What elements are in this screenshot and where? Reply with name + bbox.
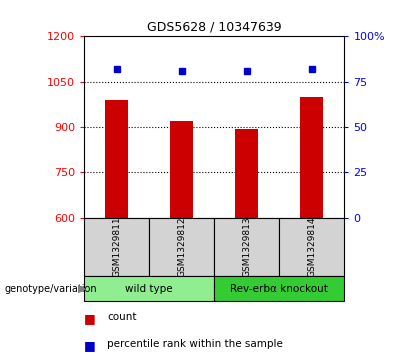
- Bar: [300, 97, 323, 218]
- Text: ▶: ▶: [78, 284, 86, 294]
- Text: GSM1329811: GSM1329811: [112, 216, 121, 277]
- Text: GSM1329813: GSM1329813: [242, 216, 251, 277]
- Bar: [84, 218, 149, 276]
- Bar: [84, 276, 214, 301]
- Bar: [170, 121, 193, 218]
- Bar: [214, 218, 279, 276]
- Bar: [214, 276, 344, 301]
- Bar: [149, 218, 214, 276]
- Bar: [105, 100, 128, 218]
- Text: wild type: wild type: [125, 284, 173, 294]
- Text: GSM1329814: GSM1329814: [307, 217, 316, 277]
- Text: percentile rank within the sample: percentile rank within the sample: [107, 339, 283, 350]
- Text: ■: ■: [84, 312, 96, 325]
- Title: GDS5628 / 10347639: GDS5628 / 10347639: [147, 21, 281, 34]
- Text: GSM1329812: GSM1329812: [177, 217, 186, 277]
- Text: genotype/variation: genotype/variation: [4, 284, 97, 294]
- Text: ■: ■: [84, 339, 96, 352]
- Text: count: count: [107, 312, 136, 322]
- Text: Rev-erbα knockout: Rev-erbα knockout: [230, 284, 328, 294]
- Bar: [235, 129, 258, 218]
- Bar: [279, 218, 344, 276]
